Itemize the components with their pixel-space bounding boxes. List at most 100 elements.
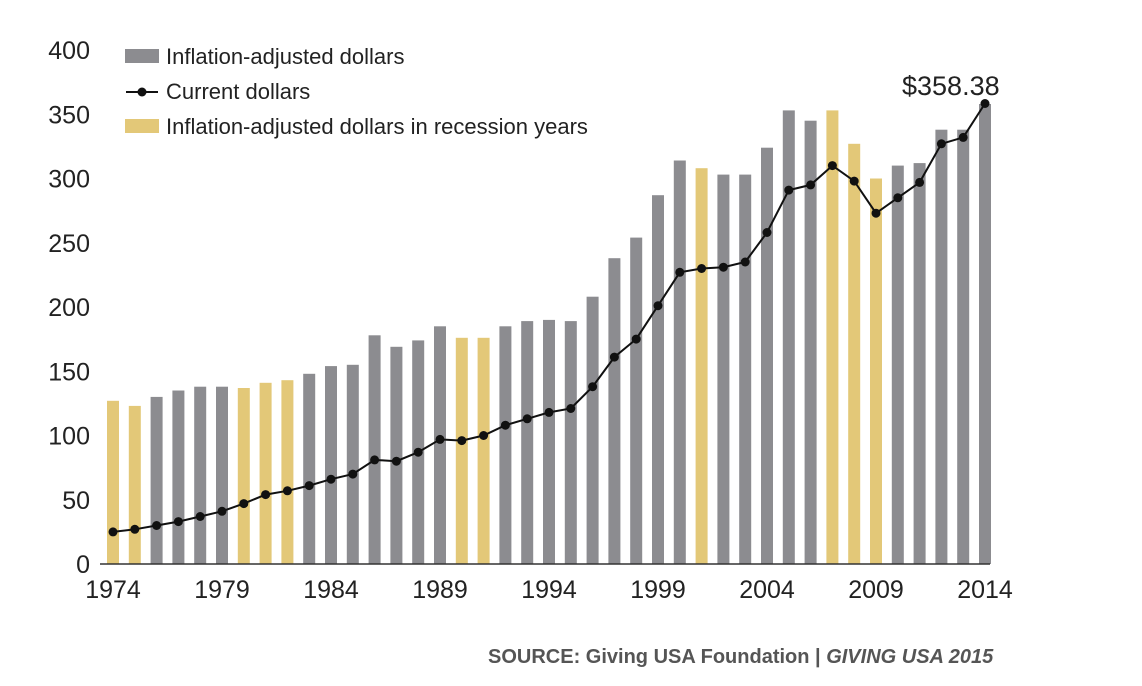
bar-2002 (717, 174, 730, 564)
current-dollars-point-2003 (740, 257, 750, 267)
y-tick-label: 350 (48, 101, 90, 129)
current-dollars-point-1982 (282, 486, 292, 496)
legend-label-recession-years: Inflation-adjusted dollars in recession … (166, 114, 588, 139)
bar-1986 (368, 335, 381, 564)
current-dollars-point-2013 (958, 132, 968, 142)
source-prefix: SOURCE: (488, 646, 586, 668)
bar-2011 (913, 163, 926, 564)
bar-1975 (128, 405, 141, 564)
current-dollars-point-2012 (936, 139, 946, 149)
bar-1984 (325, 366, 337, 564)
source-publication: GIVING USA 2015 (826, 646, 994, 668)
current-dollars-point-1974 (108, 527, 118, 537)
bar-1989 (434, 326, 446, 564)
bar-2013 (957, 129, 970, 564)
current-dollars-point-1994 (544, 407, 554, 417)
current-dollars-point-1976 (152, 521, 162, 530)
legend-swatch-recession-years (125, 119, 159, 133)
y-tick-labels: 0 50 100 150 200 250 300 350 400 (48, 37, 90, 579)
current-dollars-point-2011 (915, 177, 925, 187)
bar-1994 (543, 319, 555, 564)
bar-2001 (695, 168, 708, 564)
current-dollars-point-2005 (784, 185, 794, 195)
x-tick-labels: 1974 1979 1984 1989 1994 1999 2004 2009 2014 (85, 576, 1013, 604)
legend-label-inflation-adjusted: Inflation-adjusted dollars (166, 44, 404, 69)
legend-swatch-inflation-adjusted (125, 49, 159, 63)
current-dollars-point-1988 (413, 447, 423, 457)
line-layer (108, 99, 990, 537)
legend-label-current-dollars: Current dollars (166, 79, 310, 104)
bar-1985 (346, 364, 359, 564)
bar-2008 (848, 143, 861, 565)
bar-2003 (739, 174, 752, 564)
current-dollars-point-2001 (697, 264, 707, 273)
current-dollars-point-1983 (304, 481, 314, 491)
current-dollars-point-1984 (326, 474, 336, 484)
current-dollars-point-2010 (893, 193, 903, 203)
x-tick-label: 1979 (194, 576, 250, 604)
legend-swatch-current-dollars-marker (137, 87, 147, 97)
y-tick-label: 400 (48, 37, 90, 65)
bar-1993 (521, 321, 534, 564)
current-dollars-point-1995 (566, 404, 576, 413)
current-dollars-point-1996 (588, 382, 598, 392)
bar-2009 (870, 178, 882, 564)
bar-1977 (172, 390, 185, 564)
bar-1974 (107, 400, 119, 564)
final-value-annotation: $358.38 (902, 71, 1000, 101)
x-tick-label: 1999 (630, 576, 686, 604)
legend: Inflation-adjusted dollars Current dolla… (125, 44, 588, 139)
bar-1982 (281, 380, 294, 564)
bar-1995 (564, 321, 577, 564)
bar-2010 (891, 165, 904, 564)
current-dollars-point-1999 (653, 301, 663, 311)
current-dollars-point-1992 (500, 420, 510, 430)
y-tick-label: 100 (48, 423, 90, 451)
current-dollars-point-1998 (631, 334, 641, 344)
bar-1991 (477, 337, 490, 564)
bar-1979 (216, 386, 228, 564)
x-tick-label: 1984 (303, 576, 359, 604)
bar-1980 (237, 388, 250, 564)
bar-1999 (652, 195, 664, 564)
current-dollars-point-2007 (827, 161, 837, 171)
bar-2007 (826, 110, 839, 565)
x-tick-label: 2009 (848, 576, 904, 604)
current-dollars-point-1985 (348, 469, 358, 479)
current-dollars-point-1980 (239, 499, 249, 509)
current-dollars-point-2014 (980, 99, 990, 108)
current-dollars-point-1978 (195, 512, 205, 521)
current-dollars-point-1989 (435, 434, 445, 444)
bar-2005 (782, 110, 795, 565)
x-tick-label: 1974 (85, 576, 141, 604)
y-tick-label: 150 (48, 358, 90, 386)
bar-1987 (390, 346, 403, 564)
bar-2006 (804, 120, 817, 564)
bar-1983 (303, 373, 316, 564)
y-tick-label: 250 (48, 230, 90, 258)
bar-2012 (935, 129, 948, 564)
source-citation: SOURCE: Giving USA Foundation | GIVING U… (488, 646, 993, 669)
current-dollars-point-2009 (871, 208, 881, 218)
current-dollars-point-1981 (261, 490, 271, 500)
source-organization: Giving USA Foundation | (585, 646, 827, 668)
y-tick-label: 300 (48, 166, 90, 194)
bar-2000 (673, 160, 686, 564)
x-tick-label: 1994 (521, 576, 577, 604)
current-dollars-point-1975 (130, 524, 140, 534)
x-tick-label: 2014 (957, 576, 1013, 604)
bar-1990 (455, 337, 468, 564)
current-dollars-point-1991 (479, 431, 489, 440)
bar-2014 (979, 104, 991, 564)
bar-1992 (499, 326, 512, 564)
current-dollars-point-1986 (370, 455, 380, 465)
current-dollars-point-1993 (522, 414, 532, 424)
y-tick-label: 200 (48, 294, 90, 322)
bar-1976 (150, 396, 163, 564)
y-tick-label: 0 (76, 551, 90, 579)
bar-1997 (608, 258, 621, 564)
current-dollars-point-1987 (391, 456, 401, 466)
current-dollars-point-1979 (217, 506, 227, 516)
x-tick-label: 2004 (739, 576, 795, 604)
